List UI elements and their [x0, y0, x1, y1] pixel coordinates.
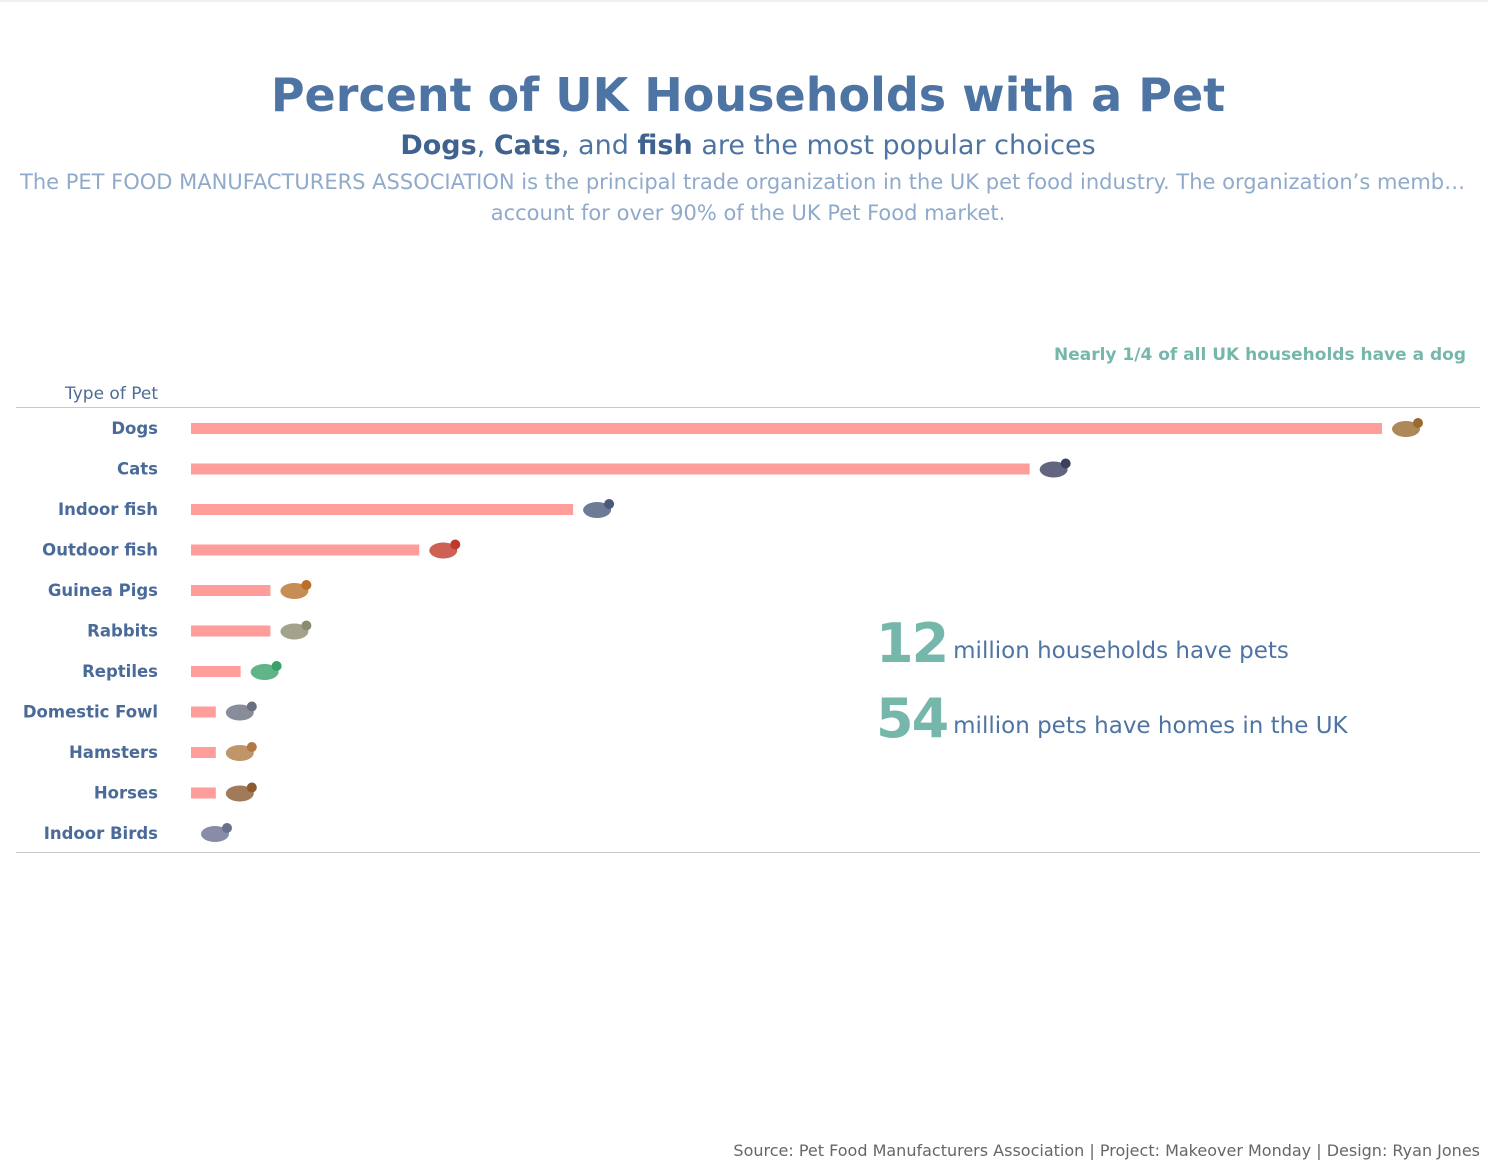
- bar-indoor-fish: [191, 504, 574, 515]
- dog-annotation: Nearly 1/4 of all UK households have a d…: [1053, 345, 1466, 365]
- subtitle-cats: Cats: [493, 130, 561, 161]
- subtitle-fish: fish: [637, 130, 693, 161]
- row-label: Guinea Pigs: [48, 581, 158, 600]
- description-line-2: account for over 90% of the UK Pet Food …: [490, 201, 1006, 225]
- subtitle-dogs: Dogs: [400, 130, 477, 161]
- subtitle-sep2: , and: [560, 130, 638, 161]
- kpi-pets-text: million pets have homes in the UK: [953, 713, 1348, 739]
- bar-rabbits: [191, 625, 271, 637]
- bar-cats: [191, 463, 1030, 475]
- bar-dogs: [191, 423, 1382, 434]
- bar-outdoor-fish: [191, 544, 420, 556]
- bar-domestic-fowl: [191, 706, 216, 718]
- footer-credits: Source: Pet Food Manufacturers Associati…: [733, 1141, 1480, 1160]
- row-label: Cats: [117, 460, 158, 479]
- row-label: Dogs: [111, 419, 158, 438]
- horse-icon: [225, 782, 257, 802]
- guinea-pig-icon: [280, 580, 312, 599]
- bar-guinea-pigs: [191, 585, 271, 596]
- kpi-households-number: 12: [876, 612, 949, 675]
- bar-reptiles: [191, 666, 241, 677]
- indoor-fish-icon: [583, 499, 615, 518]
- subtitle-sep1: ,: [476, 130, 494, 161]
- kpi-households-text: million households have pets: [953, 638, 1289, 664]
- domestic-fowl-icon: [225, 701, 257, 721]
- hamster-icon: [225, 742, 257, 761]
- row-label: Outdoor fish: [42, 541, 158, 560]
- row-label: Horses: [94, 784, 158, 803]
- dashboard-subtitle: Dogs, Cats, and fish are the most popula…: [0, 130, 1488, 161]
- chart-bottom-border: [16, 852, 1480, 853]
- dashboard-title: Percent of UK Households with a Pet: [270, 68, 1226, 122]
- kpi-pets-number: 54: [876, 687, 949, 750]
- row-label: Domestic Fowl: [23, 703, 158, 722]
- top-border: [0, 0, 1488, 2]
- bar-hamsters: [191, 747, 216, 758]
- row-label: Hamsters: [69, 743, 158, 762]
- bar-horses: [191, 787, 216, 799]
- row-label: Indoor Birds: [44, 824, 158, 843]
- dog-icon: [1392, 418, 1423, 437]
- reptile-icon: [250, 661, 282, 680]
- subtitle-rest: are the most popular choices: [692, 130, 1096, 161]
- kpi-households: 12 million households have pets: [876, 612, 1289, 675]
- axis-title: Type of Pet: [64, 384, 158, 404]
- chart-top-border: [16, 407, 1480, 408]
- outdoor-fish-icon: [429, 539, 461, 559]
- row-label: Reptiles: [82, 662, 158, 681]
- kpi-pets: 54 million pets have homes in the UK: [876, 687, 1348, 750]
- rabbit-icon: [280, 620, 312, 640]
- indoor-bird-icon: [201, 823, 232, 842]
- cat-icon: [1039, 458, 1071, 478]
- row-label: Indoor fish: [58, 500, 158, 519]
- row-label: Rabbits: [87, 622, 158, 641]
